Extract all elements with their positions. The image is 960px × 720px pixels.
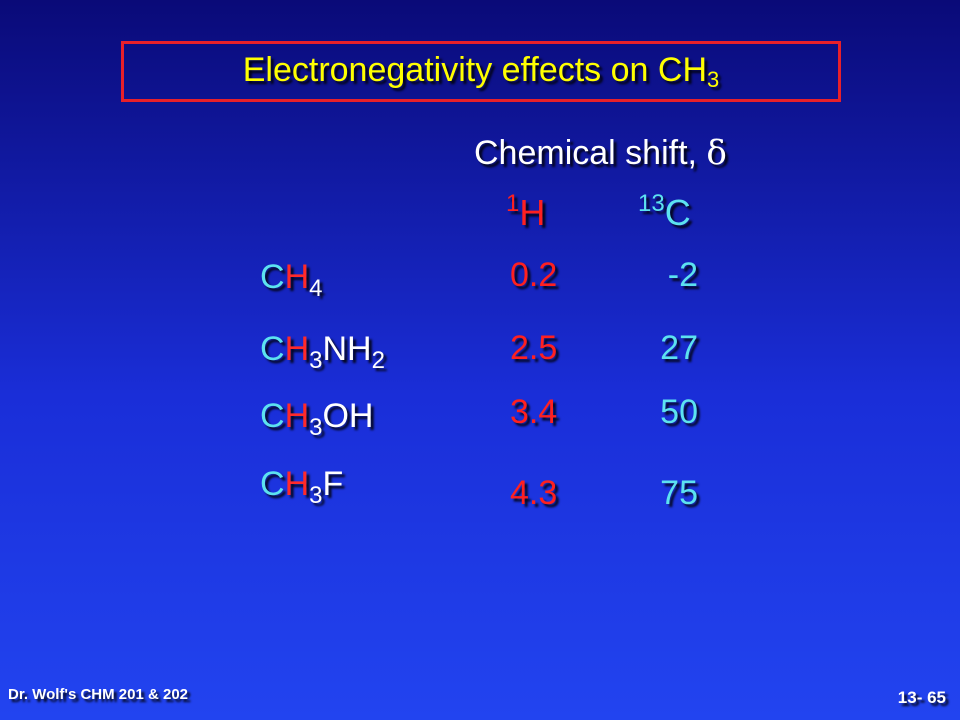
slide-title-text: Electronegativity effects on CH (242, 50, 707, 89)
column-header-1h-mass: 1 (506, 190, 520, 217)
chemical-shift-heading: Chemical shift, δ (474, 133, 727, 173)
h-shift-value: 0.2 (510, 256, 558, 294)
h-shift-value: 4.3 (510, 474, 558, 512)
formula-carbon: C (260, 465, 285, 503)
formula-hydrogen: H (284, 397, 310, 435)
compound-formula: CH3OH (260, 397, 373, 442)
formula-hydrogen-subscript: 4 (309, 275, 323, 302)
formula-carbon: C (260, 330, 285, 368)
slide-number: 13- 65 (897, 688, 946, 707)
c-shift-value: 75 (660, 474, 698, 512)
column-header-13c: 13C (638, 190, 691, 234)
c-shift-value: 27 (660, 329, 698, 367)
title-frame: Electronegativity effects on CH3 (121, 41, 841, 102)
formula-hydrogen: H (284, 465, 310, 503)
formula-rest-subscript: 2 (371, 347, 385, 374)
formula-rest: NH (322, 330, 372, 368)
compound-formula: CH3F (260, 465, 343, 510)
column-header-1h: 1H (506, 190, 545, 234)
compound-formula: CH3NH2 (260, 330, 385, 375)
formula-rest: OH (322, 397, 374, 435)
formula-hydrogen: H (284, 330, 310, 368)
formula-hydrogen: H (284, 258, 310, 296)
c-shift-value: -2 (667, 256, 698, 294)
chemical-shift-text: Chemical shift, (474, 134, 707, 172)
formula-rest: F (322, 465, 344, 503)
slide-title: Electronegativity effects on CH3 (243, 51, 720, 93)
h-shift-value: 3.4 (510, 393, 558, 431)
c-shift-value: 50 (660, 393, 698, 431)
formula-carbon: C (260, 397, 285, 435)
h-shift-value: 2.5 (510, 329, 558, 367)
compound-formula: CH4 (260, 258, 322, 303)
column-header-13c-element: C (664, 192, 691, 233)
formula-hydrogen-subscript: 3 (309, 347, 323, 374)
column-header-13c-mass: 13 (638, 190, 665, 217)
slide-title-subscript: 3 (707, 66, 720, 92)
delta-symbol: δ (706, 133, 727, 173)
footer-course-label: Dr. Wolf's CHM 201 & 202 (8, 686, 189, 703)
column-header-1h-element: H (519, 192, 546, 233)
formula-hydrogen-subscript: 3 (309, 414, 323, 441)
formula-carbon: C (260, 258, 285, 296)
formula-hydrogen-subscript: 3 (309, 482, 323, 509)
